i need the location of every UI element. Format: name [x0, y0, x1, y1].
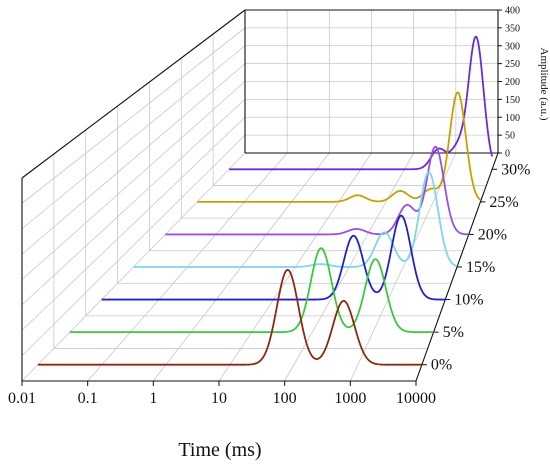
series-line — [69, 247, 434, 334]
left-wall-grid-line — [21, 63, 246, 255]
series-label: 15% — [466, 259, 495, 276]
left-wall-grid-line — [21, 27, 246, 204]
series-line — [197, 91, 481, 203]
x-tick-label: 100 — [273, 390, 297, 407]
series-line — [133, 171, 458, 268]
series-label: 10% — [454, 292, 483, 309]
grid — [21, 9, 499, 382]
x-tick-label: 10 — [211, 390, 227, 407]
series-line — [228, 35, 494, 171]
series-line — [165, 145, 469, 236]
left-wall-grid-line — [21, 45, 246, 230]
left-wall-grid-line — [21, 99, 246, 306]
series-line — [101, 214, 446, 301]
floor-grid-line — [349, 152, 457, 382]
series-group — [37, 35, 494, 366]
y-tick-label: 200 — [505, 77, 520, 88]
y-axis-title: Amplitude (a.u.) — [538, 47, 550, 120]
left-wall-grid-line — [21, 116, 246, 331]
y-tick-label: 350 — [505, 23, 520, 34]
x-tick-label: 10000 — [396, 390, 436, 407]
y-tick-label: 400 — [505, 6, 520, 17]
y-tick-label: 100 — [505, 113, 520, 124]
series-label: 20% — [478, 226, 507, 243]
series-label: 30% — [501, 161, 530, 178]
series-line — [37, 268, 422, 366]
left-wall-grid-line — [21, 81, 246, 280]
axis-labels: 0.01 0.1 1 10 100 1000 10000 0 50 100 150 200 250 300… — [8, 6, 530, 408]
x-tick-label: 0.1 — [78, 390, 98, 407]
y-tick-label: 300 — [505, 41, 520, 52]
x-tick-label: 1000 — [334, 390, 366, 407]
series-label: 25% — [489, 194, 518, 211]
x-axis-title: Time (ms) — [178, 439, 261, 461]
left-wall-grid-line — [21, 134, 246, 356]
y-tick-label: 0 — [505, 149, 510, 160]
left-top-edge — [21, 9, 246, 179]
x-tick-label: 0.01 — [8, 390, 36, 407]
axes-frame — [21, 9, 499, 382]
x-tick-label: 1 — [149, 390, 157, 407]
y-tick-label: 50 — [505, 131, 515, 142]
y-tick-label: 150 — [505, 95, 520, 106]
y-tick-label: 250 — [505, 59, 520, 70]
series-label: 5% — [443, 324, 464, 341]
series-label: 0% — [431, 357, 452, 374]
